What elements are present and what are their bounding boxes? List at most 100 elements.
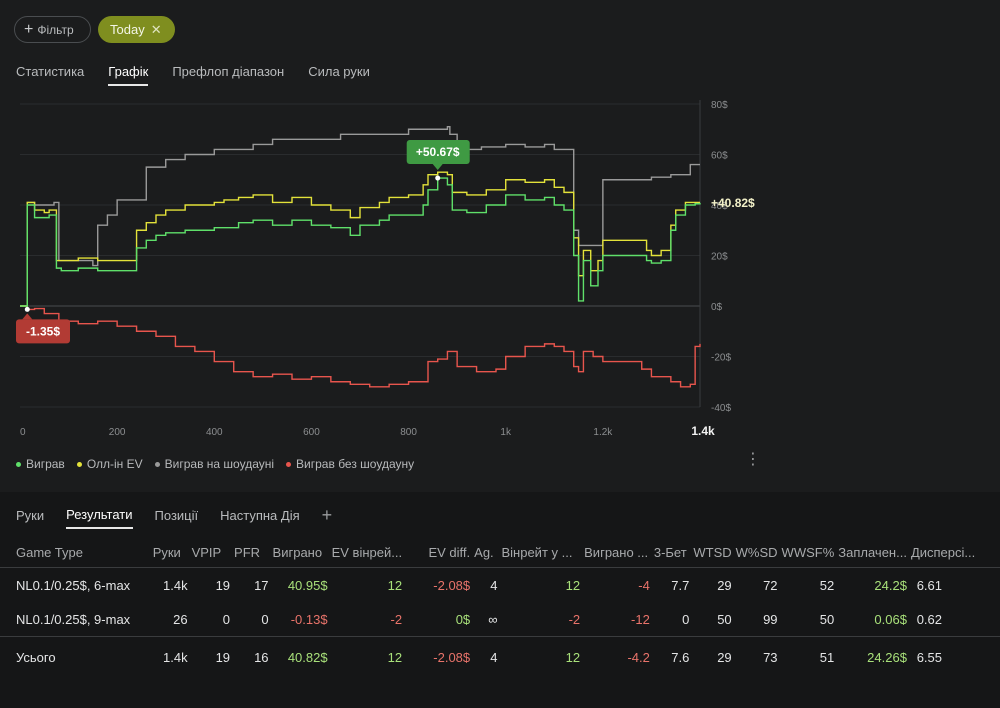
cell-pfr: 16 bbox=[254, 649, 269, 665]
filter-button[interactable]: + Фільтр bbox=[14, 16, 91, 43]
tab-preflop-range[interactable]: Префлоп діапазон bbox=[172, 64, 285, 79]
max-label-pointer bbox=[432, 164, 443, 171]
legend-item-non-showdown[interactable]: Виграв без шоудауну bbox=[286, 457, 414, 471]
min-label: -1.35$ bbox=[26, 324, 60, 338]
col-header[interactable]: EV diff. bbox=[428, 545, 471, 560]
cell-3bet: 0 bbox=[682, 611, 690, 627]
x-tick-label: 1.2k bbox=[593, 427, 613, 438]
legend-label: Олл-ін EV bbox=[86, 457, 143, 471]
tab-positions[interactable]: Позиції bbox=[154, 508, 199, 523]
legend-dot-icon bbox=[286, 461, 292, 467]
x-tick-label: 600 bbox=[303, 427, 320, 438]
col-header[interactable]: WTSD bbox=[693, 545, 732, 560]
cell-ev-diff: -2.08$ bbox=[433, 649, 471, 665]
legend-dot-icon bbox=[76, 461, 82, 467]
col-header[interactable]: VPIP bbox=[191, 545, 222, 560]
cell-winrate: -2 bbox=[568, 611, 581, 627]
end-value-label: +40.82$ bbox=[711, 196, 755, 210]
cell-vpip: 19 bbox=[215, 649, 231, 665]
col-header[interactable]: PFR bbox=[234, 545, 261, 560]
cell-ev-winrate: 12 bbox=[387, 577, 403, 593]
tab-hands[interactable]: Руки bbox=[16, 508, 45, 523]
cell-wsd: 72 bbox=[763, 577, 778, 593]
legend-item-won[interactable]: Виграв bbox=[16, 457, 65, 471]
chart-grid bbox=[20, 100, 701, 408]
tab-next-action[interactable]: Наступна Дія bbox=[220, 508, 300, 523]
col-header[interactable]: W%SD bbox=[735, 545, 778, 560]
series-line bbox=[20, 177, 701, 307]
close-icon[interactable]: ✕ bbox=[150, 21, 162, 37]
tab-results[interactable]: Результати bbox=[66, 507, 133, 529]
cell-won: 40.95$ bbox=[287, 577, 328, 593]
date-filter-chip[interactable]: Today ✕ bbox=[98, 16, 175, 43]
col-header[interactable]: WWSF% bbox=[781, 545, 835, 560]
tab-hand-strength[interactable]: Сила руки bbox=[308, 64, 370, 79]
cell-rake: 24.2$ bbox=[874, 577, 907, 593]
cell-winrate: 12 bbox=[565, 649, 581, 665]
y-axis-labels: 80$ 60$ 40$ 20$ 0$ -20$ -40$ bbox=[711, 100, 731, 414]
chart-series bbox=[20, 126, 701, 388]
legend-item-allin-ev[interactable]: Олл-ін EV bbox=[76, 457, 143, 471]
y-tick-label: 80$ bbox=[711, 100, 728, 111]
x-tick-label: 1k bbox=[500, 427, 512, 438]
cell-ag: 4 bbox=[490, 577, 498, 593]
cell-wsd: 73 bbox=[763, 649, 778, 665]
y-tick-label: -40$ bbox=[711, 403, 731, 414]
x-tick-label: 1.4k bbox=[691, 424, 715, 438]
cell-hands: 26 bbox=[173, 611, 188, 627]
cell-wwsf: 52 bbox=[819, 577, 835, 593]
col-header[interactable]: 3-Бет bbox=[653, 545, 687, 560]
max-label: +50.67$ bbox=[416, 145, 460, 159]
x-tick-label: 200 bbox=[109, 427, 126, 438]
col-header[interactable]: EV вінрей... bbox=[331, 545, 403, 560]
series-line bbox=[20, 171, 700, 307]
max-label-box bbox=[406, 140, 470, 165]
col-header[interactable]: Виграно bbox=[272, 545, 323, 560]
table-row[interactable]: NL0.1/0.25$, 9-max 26 0 0 -0.13$ -2 0$ ∞… bbox=[0, 602, 1000, 636]
table-total-row[interactable]: Усього 1.4k 19 16 40.82$ 12 -2.08$ 4 12 … bbox=[0, 637, 1000, 677]
plus-icon: + bbox=[24, 20, 34, 38]
y-tick-label: 20$ bbox=[711, 252, 728, 263]
cell-wsd: 99 bbox=[763, 611, 778, 627]
cell-variance: 6.61 bbox=[916, 577, 942, 593]
col-header[interactable]: Виграно ... bbox=[584, 545, 649, 560]
table-row[interactable]: NL0.1/0.25$, 6-max 1.4k 19 17 40.95$ 12 … bbox=[0, 568, 1000, 602]
table-header-row: Game Type Руки VPIP PFR Виграно EV вінре… bbox=[0, 538, 1000, 567]
cell-ag: ∞ bbox=[488, 611, 498, 627]
x-tick-label: 400 bbox=[206, 427, 223, 438]
cell-rake: 0.06$ bbox=[874, 611, 907, 627]
series-line bbox=[20, 305, 701, 388]
more-options-icon[interactable]: ⋮ bbox=[745, 451, 761, 468]
cell-variance: 0.62 bbox=[916, 611, 942, 627]
cell-hands: 1.4k bbox=[163, 577, 188, 593]
cell-wwsf: 51 bbox=[819, 649, 835, 665]
min-label-pointer bbox=[22, 313, 33, 320]
cell-rake: 24.26$ bbox=[867, 649, 907, 665]
col-header[interactable]: Дисперсі... bbox=[910, 545, 976, 560]
y-tick-label: 0$ bbox=[711, 302, 723, 313]
col-header[interactable]: Заплачен... bbox=[838, 545, 907, 560]
cell-wtsd: 50 bbox=[717, 611, 732, 627]
legend-item-showdown[interactable]: Виграв на шоудауні bbox=[154, 457, 275, 471]
legend-label: Виграв на шоудауні bbox=[164, 457, 275, 471]
cell-game-type: NL0.1/0.25$, 6-max bbox=[16, 577, 131, 593]
view-tabs: Статистика Графік Префлоп діапазон Сила … bbox=[16, 64, 370, 86]
cell-3bet: 7.7 bbox=[671, 577, 690, 593]
add-tab-icon[interactable]: + bbox=[321, 505, 333, 525]
tab-graph[interactable]: Графік bbox=[108, 64, 149, 86]
profit-chart[interactable]: 80$ 60$ 40$ 20$ 0$ -20$ -40$ 0 200 400 600 800 1k 1.… bbox=[0, 92, 1000, 444]
tab-statistics[interactable]: Статистика bbox=[16, 64, 85, 79]
col-header[interactable]: Ag. bbox=[474, 545, 494, 560]
cell-wtsd: 29 bbox=[717, 577, 732, 593]
graph-panel: + Фільтр Today ✕ Статистика Графік Префл… bbox=[0, 16, 1000, 471]
cell-ag: 4 bbox=[490, 649, 498, 665]
col-header[interactable]: Руки bbox=[152, 545, 181, 560]
cell-won-bb: -4.2 bbox=[627, 649, 650, 665]
chart-legend: Виграв Олл-ін EV Виграв на шоудауні Вигр… bbox=[16, 457, 414, 471]
col-header[interactable]: Game Type bbox=[16, 545, 83, 560]
cell-won: -0.13$ bbox=[290, 611, 328, 627]
min-label-box bbox=[16, 319, 70, 344]
cell-won-bb: -12 bbox=[631, 611, 650, 627]
series-line bbox=[20, 126, 700, 307]
col-header[interactable]: Вінрейт у ... bbox=[501, 545, 573, 560]
